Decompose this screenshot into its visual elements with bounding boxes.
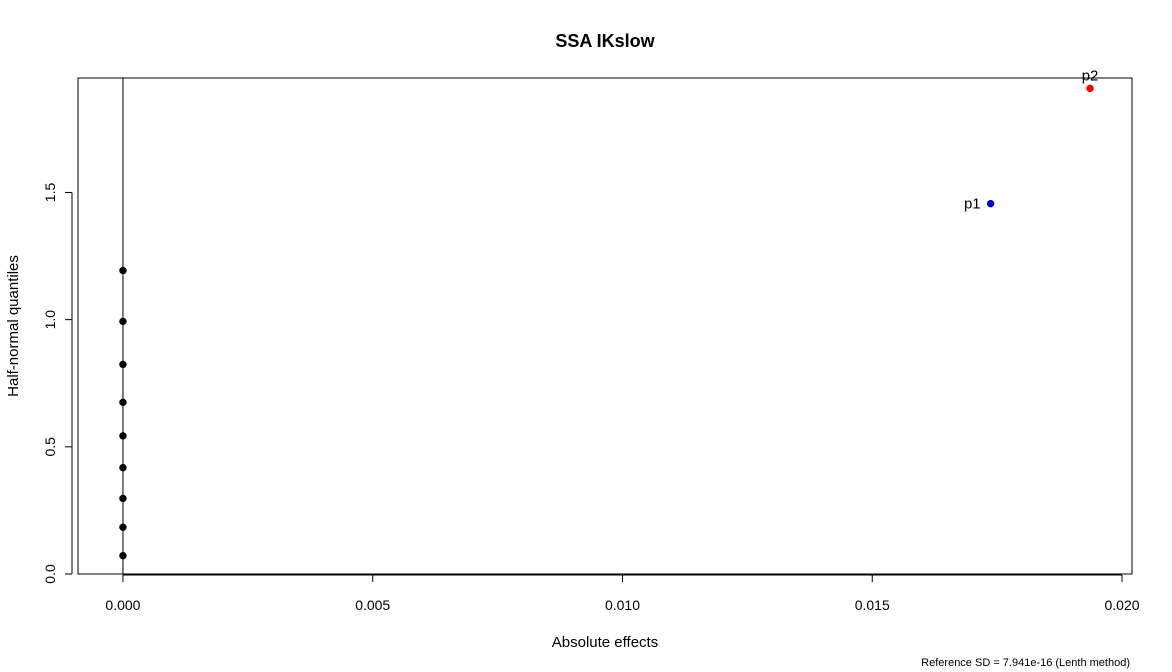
point-label-p2: p2 xyxy=(1082,67,1099,84)
y-axis-title: Half-normal quantiles xyxy=(5,255,22,397)
data-point xyxy=(119,551,127,560)
reference-sd-note: Reference SD = 7.941e-16 (Lenth method) xyxy=(921,657,1130,669)
data-point xyxy=(119,432,127,440)
x-axis: 0.000 0.005 0.010 0.015 0.020 xyxy=(105,574,1140,613)
data-point xyxy=(986,199,995,208)
x-tick-label: 0.010 xyxy=(605,597,640,613)
y-tick-label: 0.0 xyxy=(42,564,58,584)
data-points xyxy=(119,84,1094,560)
x-axis-title: Absolute effects xyxy=(552,634,658,651)
x-tick-label: 0.020 xyxy=(1104,597,1139,613)
y-tick-label: 1.0 xyxy=(42,310,58,330)
y-tick-label: 1.5 xyxy=(42,183,58,203)
data-point xyxy=(119,398,127,407)
y-axis: 0.0 0.5 1.0 1.5 xyxy=(42,183,73,584)
x-tick-label: 0.000 xyxy=(105,597,140,613)
data-point xyxy=(119,463,127,472)
data-point xyxy=(119,360,127,369)
plot-area-border xyxy=(77,77,1133,575)
data-point xyxy=(119,494,127,503)
y-tick-label: 0.5 xyxy=(42,437,58,457)
point-label-p1: p1 xyxy=(964,196,981,213)
data-point xyxy=(119,266,127,275)
data-point xyxy=(119,523,127,531)
point-labels: p1 p2 xyxy=(964,67,1098,212)
chart-title: SSA IKslow xyxy=(555,31,655,51)
data-point xyxy=(1086,84,1094,93)
x-tick-label: 0.015 xyxy=(855,597,890,613)
data-point xyxy=(119,317,127,326)
x-tick-label: 0.005 xyxy=(355,597,390,613)
